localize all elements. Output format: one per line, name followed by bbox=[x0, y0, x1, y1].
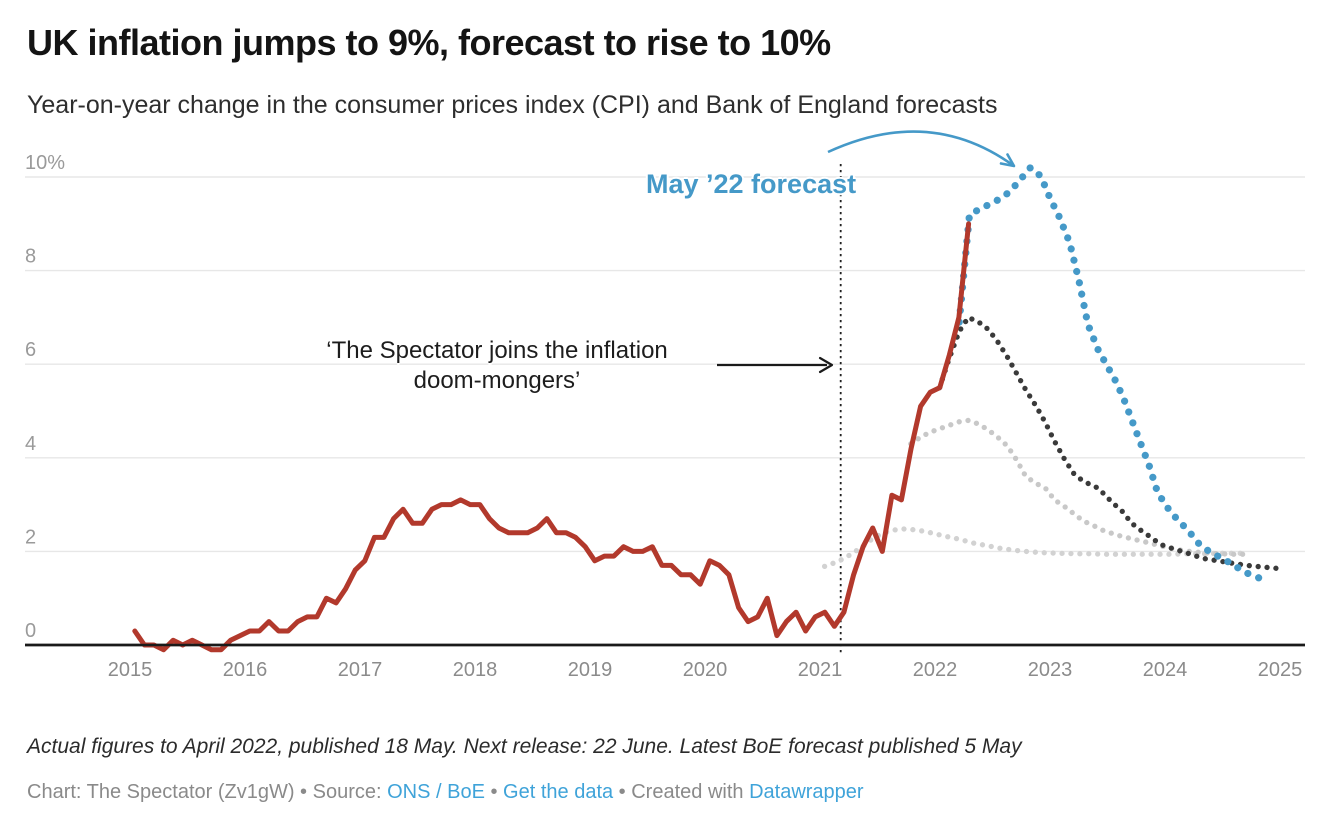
cpi-chart: 0 2 4 6 8 10% 2015 2016 2017 2018 2019 2020 2021 2022… bbox=[25, 130, 1305, 681]
doom-mongers-annotation: ‘The Spectator joins the inflation doom-… bbox=[272, 336, 722, 396]
footer-separator: • bbox=[484, 781, 504, 803]
x-tick-label: 2024 bbox=[1143, 659, 1188, 681]
y-tick-label: 0 bbox=[25, 620, 36, 642]
y-tick-label: 8 bbox=[25, 246, 36, 268]
y-tick-label: 10% bbox=[25, 152, 65, 174]
x-tick-label: 2020 bbox=[683, 659, 728, 681]
x-tick-label: 2017 bbox=[338, 659, 383, 681]
may22-forecast-label: May ’22 forecast bbox=[646, 169, 857, 199]
footer-created-with: • Created with bbox=[613, 781, 750, 803]
y-tick-label: 4 bbox=[25, 433, 36, 455]
chart-footnote: Actual figures to April 2022, published … bbox=[27, 735, 1022, 758]
page-title: UK inflation jumps to 9%, forecast to ri… bbox=[27, 22, 831, 63]
series-forecast-dark bbox=[936, 314, 1288, 572]
datawrapper-link[interactable]: Datawrapper bbox=[749, 781, 864, 803]
doom-annotation-arrow bbox=[717, 356, 834, 374]
x-tick-label: 2018 bbox=[453, 659, 498, 681]
series-cpi-actual bbox=[132, 221, 972, 653]
x-tick-label: 2019 bbox=[568, 659, 613, 681]
forecast-label-arrow bbox=[827, 130, 1016, 168]
get-the-data-link[interactable]: Get the data bbox=[503, 781, 614, 803]
chart-subtitle: Year-on-year change in the consumer pric… bbox=[27, 91, 998, 119]
y-tick-label: 2 bbox=[25, 526, 36, 548]
source-link[interactable]: ONS / BoE bbox=[387, 781, 485, 803]
x-tick-label: 2022 bbox=[913, 659, 958, 681]
series-forecast-light bbox=[908, 417, 1250, 557]
chart-footer: Chart: The Spectator (Zv1gW) • Source: O… bbox=[27, 781, 864, 804]
y-tick-label: 6 bbox=[25, 339, 36, 361]
x-tick-label: 2015 bbox=[108, 659, 153, 681]
series-forecast-light-flat bbox=[821, 526, 1249, 570]
x-tick-label: 2021 bbox=[798, 659, 843, 681]
footer-credit-text: Chart: The Spectator (Zv1gW) • Source: bbox=[27, 781, 388, 803]
doom-annotation-line1: ‘The Spectator joins the inflation bbox=[326, 337, 668, 364]
x-tick-label: 2025 bbox=[1258, 659, 1303, 681]
x-tick-label: 2023 bbox=[1028, 659, 1073, 681]
series-forecast-may22 bbox=[955, 162, 1273, 586]
x-tick-label: 2016 bbox=[223, 659, 268, 681]
doom-annotation-line2: doom-mongers’ bbox=[413, 367, 581, 394]
